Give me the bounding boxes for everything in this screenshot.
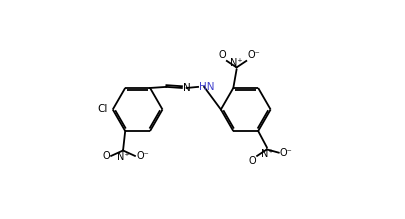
Text: O⁻: O⁻ — [279, 148, 292, 158]
Text: N⁺: N⁺ — [117, 152, 129, 162]
Text: O: O — [248, 156, 256, 166]
Text: O: O — [218, 50, 226, 60]
Text: N: N — [183, 83, 191, 93]
Text: Cl: Cl — [97, 104, 107, 115]
Text: N⁺: N⁺ — [230, 58, 243, 68]
Text: O⁻: O⁻ — [136, 151, 149, 161]
Text: N⁺: N⁺ — [260, 149, 273, 159]
Text: O: O — [102, 151, 110, 161]
Text: O⁻: O⁻ — [247, 50, 260, 60]
Text: HN: HN — [199, 82, 214, 92]
